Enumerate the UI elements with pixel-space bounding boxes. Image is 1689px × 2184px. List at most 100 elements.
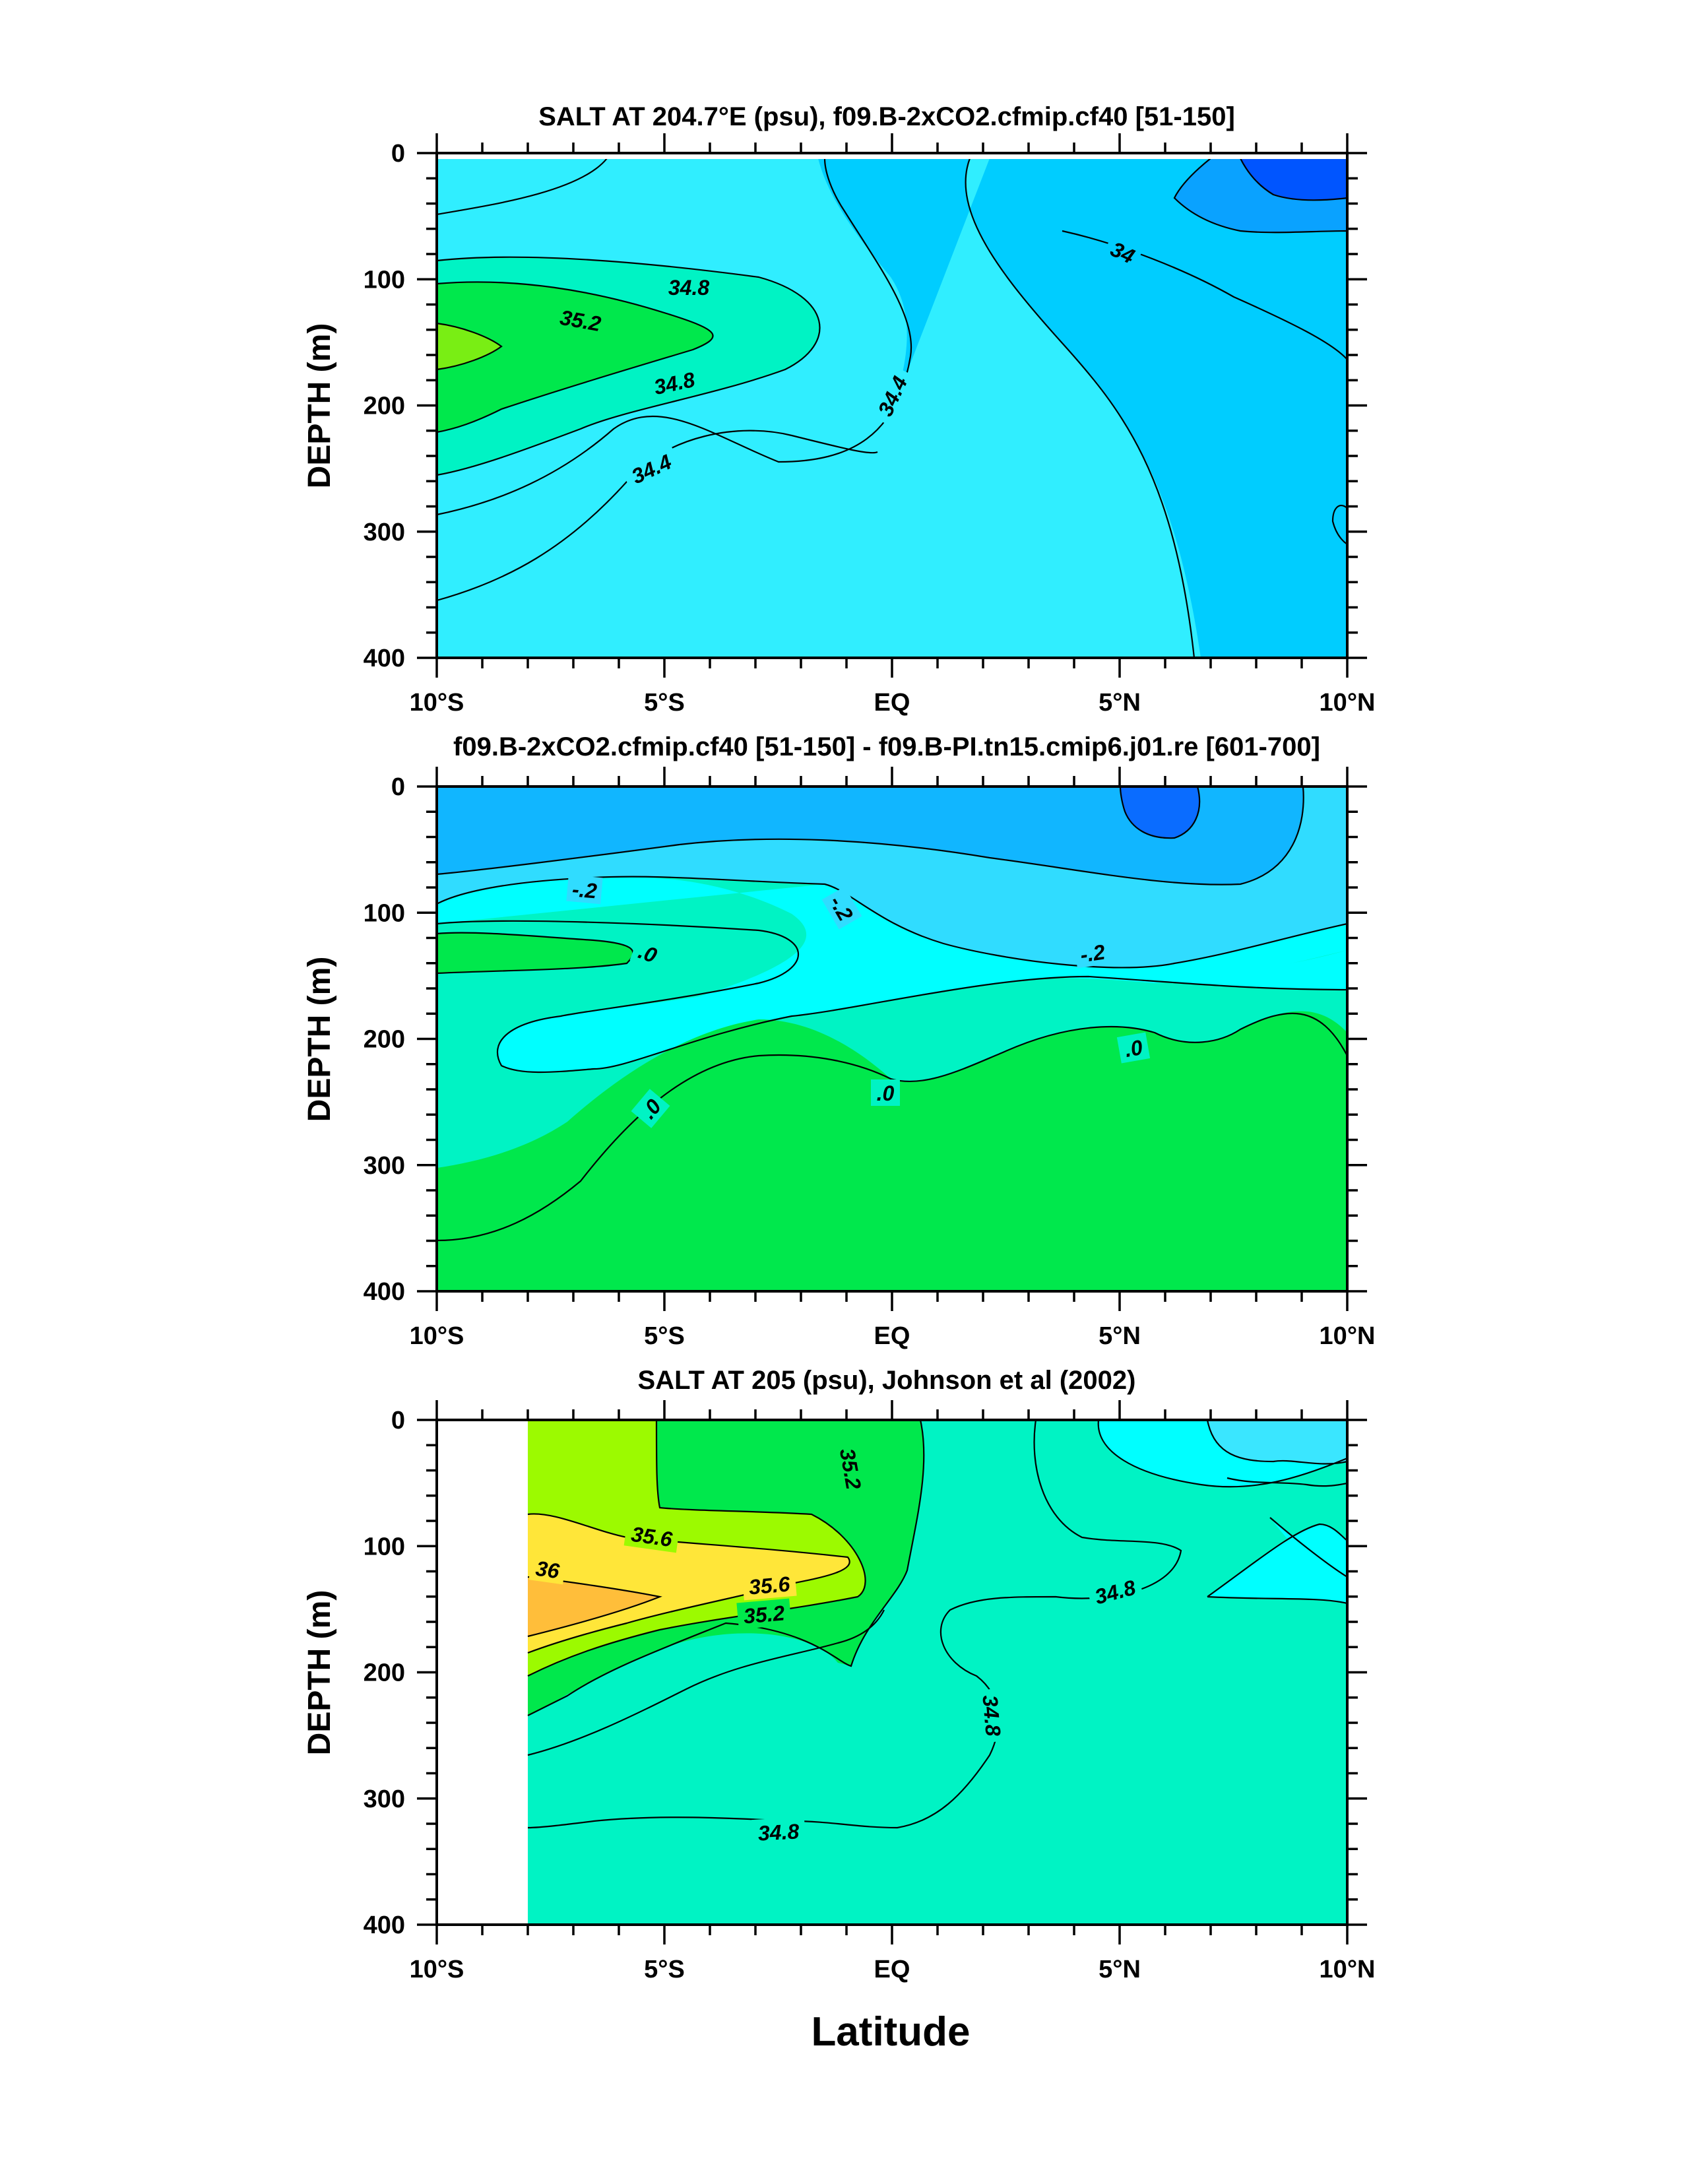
panel2-x-tick-label: 5°S: [644, 1322, 685, 1350]
panel2-y-axis-title: DEPTH (m): [302, 957, 337, 1122]
panel2-contour-e: [436, 932, 634, 975]
panel2-x-tick-label: 10°N: [1320, 1322, 1376, 1350]
panel1-contour-labels: 34.8 35.2 34.8 34.4 34.4 34: [552, 232, 1145, 492]
panel1-contour-k: [1331, 505, 1348, 545]
panel2-label-6: .0: [877, 1081, 895, 1105]
panel1-ticks: 10°S 5°S EQ 5°N 10°N 0 100 200 300 400: [364, 133, 1376, 717]
panel3-contour-a: [527, 1419, 866, 1677]
panel1-contours: [436, 156, 1348, 658]
x-axis-title: Latitude: [811, 2009, 970, 2055]
panel1-top-white-strip: [437, 156, 1347, 159]
panel1-region-35-6: [437, 323, 501, 369]
panel2-region-cyan-2: [497, 950, 1347, 1072]
panel2-label-3: -.2: [1079, 940, 1106, 967]
panel3-region-34-4: [1207, 1420, 1347, 1464]
panel1-contour-d: [436, 322, 503, 371]
panel1-contour-c: [436, 281, 714, 434]
panel3-contour-j: [1269, 1517, 1348, 1578]
panel2-y-tick-label: 300: [364, 1152, 405, 1180]
panel1-x-tick-label: 10°N: [1320, 689, 1376, 717]
panel2-contour-a: [436, 786, 1304, 885]
panel3-x-tick-label: 10°N: [1320, 1956, 1376, 1983]
panel1-label-1: 34.8: [668, 276, 709, 300]
panel3-title: SALT AT 205 (psu), Johnson et al (2002): [638, 1366, 1136, 1395]
panel2-y-tick-label: 400: [364, 1278, 405, 1306]
panel3-contour-h: [1206, 1419, 1348, 1465]
panel1-x-tick-label: 10°S: [410, 689, 464, 717]
panel3-contour-i: [1207, 1523, 1349, 1605]
panel3-contour-k: [1227, 1477, 1348, 1487]
panel1-y-tick-label: 400: [364, 645, 405, 672]
panel1-title: SALT AT 204.7°E (psu), f09.B-2xCO2.cfmip…: [538, 102, 1235, 131]
panel3-region-34-6-b: [1207, 1524, 1347, 1603]
panel3-label-5: 35.2: [742, 1601, 785, 1628]
panel2-x-tick-label: 10°S: [410, 1322, 464, 1350]
panel1-y-tick-label: 100: [364, 266, 405, 294]
panel2-x-tick-label: EQ: [874, 1322, 910, 1350]
panel2-contour-b: [1119, 786, 1201, 839]
panel2-title: f09.B-2xCO2.cfmip.cf40 [51-150] - f09.B-…: [453, 732, 1320, 761]
panel3-region-36-4: [528, 1577, 660, 1636]
panel3-x-tick-label: EQ: [874, 1956, 910, 1983]
panel3-fill: [528, 1420, 1347, 1925]
panel3-y-tick-label: 300: [364, 1785, 405, 1813]
panel3-label-7: 34.8: [978, 1694, 1005, 1737]
panel2-fill: [437, 787, 1347, 1291]
panel1-y-tick-label: 200: [364, 393, 405, 420]
panel3-x-tick-label: 10°S: [410, 1956, 464, 1983]
panel2-contour-f: [436, 1012, 1348, 1242]
panel3-y-tick-label: 200: [364, 1659, 405, 1687]
panel1-contour-g: [965, 158, 1195, 658]
panel2-label-1: -.2: [571, 877, 598, 903]
panel3-label-3: 36: [534, 1557, 561, 1584]
panel2-region-cyan: [437, 876, 1347, 1043]
panel1-fill: [437, 158, 1347, 658]
panel2-x-tick-label: 5°N: [1099, 1322, 1141, 1350]
panel-difference: f09.B-2xCO2.cfmip.cf40 [51-150] - f09.B-…: [302, 732, 1375, 1350]
panel3-contour-c: [527, 1576, 662, 1638]
panel1-contour-b: [436, 256, 821, 476]
panel3-ticks: 10°S 5°S EQ 5°N 10°N 0 100 200 300 400: [364, 1400, 1376, 1983]
panel1-x-tick-label: 5°N: [1099, 689, 1141, 717]
panel1-contour-a: [436, 158, 608, 216]
panel1-x-tick-label: 5°S: [644, 689, 685, 717]
panel3-x-tick-label: 5°N: [1099, 1956, 1141, 1983]
panel-observed-salinity: SALT AT 205 (psu), Johnson et al (2002): [302, 1366, 1375, 2055]
panel2-y-tick-label: 0: [391, 773, 405, 801]
panel2-contours: [436, 786, 1348, 1242]
panel3-y-tick-label: 0: [391, 1407, 405, 1434]
panel3-contour-d: [527, 1419, 925, 1716]
panel3-x-tick-label: 5°S: [644, 1956, 685, 1983]
panel3-label-4: 35.6: [748, 1572, 790, 1599]
panel1-region-35-2: [437, 282, 713, 432]
panel2-y-tick-label: 100: [364, 899, 405, 927]
panel3-y-tick-label: 100: [364, 1533, 405, 1560]
panel1-y-tick-label: 0: [391, 140, 405, 168]
panel3-label-2: 35.6: [630, 1522, 674, 1551]
panel3-region-36: [528, 1514, 850, 1653]
panel3-contour-e: [527, 1609, 885, 1756]
panel2-region-strong-neg: [1120, 787, 1200, 839]
panel1-contour-i: [1173, 158, 1348, 234]
panel2-contour-d: [436, 920, 1348, 1074]
panel2-region-mid-neg: [437, 787, 1304, 885]
panel1-x-tick-label: EQ: [874, 689, 910, 717]
panel2-label-7: .0: [1123, 1035, 1145, 1062]
panel2-ticks: 10°S 5°S EQ 5°N 10°N 0 100 200 300 400: [364, 767, 1376, 1350]
panel3-label-8: 34.8: [757, 1819, 800, 1845]
panel3-contour-g: [1097, 1419, 1348, 1488]
panel1-y-tick-label: 300: [364, 519, 405, 546]
panel2-region-positive-2: [437, 932, 633, 973]
panel3-y-axis-title: DEPTH (m): [302, 1590, 337, 1756]
panel1-y-axis-title: DEPTH (m): [302, 323, 337, 489]
panel3-contour-f: [527, 1419, 1182, 1829]
panel2-y-tick-label: 200: [364, 1026, 405, 1054]
panel3-region-34-6: [1098, 1420, 1347, 1605]
panel1-contour-j: [1240, 158, 1348, 201]
panel3-y-tick-label: 400: [364, 1911, 405, 1939]
panel-model-salinity: SALT AT 204.7°E (psu), f09.B-2xCO2.cfmip…: [302, 102, 1375, 717]
panel3-contour-labels: 35.2 35.6 36 35.6 35.2 34.8 34.8 34.8: [528, 1440, 1144, 1847]
panel1-contour-e: [436, 158, 912, 516]
panel2-region-positive: [437, 1011, 1347, 1291]
